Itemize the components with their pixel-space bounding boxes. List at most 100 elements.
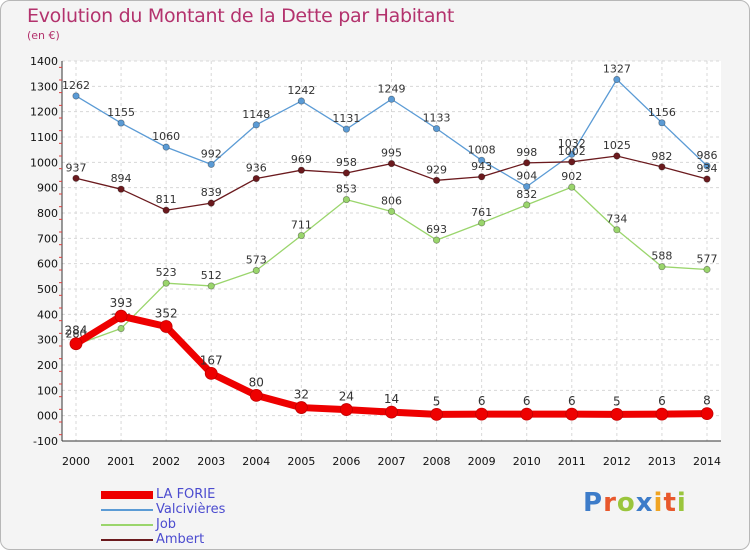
data-point [613,75,621,84]
data-point [700,407,714,421]
data-point [297,166,305,174]
data-point [117,119,125,127]
x-tick-label: 2011 [558,455,586,468]
legend-swatch [101,539,153,541]
data-point [703,175,711,183]
data-label: 806 [381,194,402,207]
chart-title: Evolution du Montant de la Dette par Hab… [27,5,455,27]
data-label: 934 [697,162,718,175]
data-point [385,405,398,419]
data-point [432,125,441,133]
data-point [613,152,621,160]
legend-item: LA FORIE [101,487,321,502]
data-point [72,92,80,100]
data-point [252,121,260,129]
y-tick-label: 1100 [30,131,58,144]
data-point [703,162,711,170]
data-label: 393 [110,296,133,310]
data-label: 573 [246,254,267,267]
x-tick-label: 2006 [332,455,360,468]
data-label: 352 [155,306,178,320]
data-label: 32 [294,388,309,402]
data-point [252,174,260,183]
data-point [69,337,83,351]
logo-letter: t [663,488,677,518]
data-point [568,150,576,158]
data-point [72,174,80,182]
data-label: 1060 [152,130,180,143]
y-tick-label: 900 [37,182,58,195]
data-label: 1008 [468,143,496,156]
data-label: 839 [201,186,222,199]
x-tick-label: 2009 [468,455,496,468]
y-tick-label: 1300 [30,80,58,93]
data-label: 761 [471,206,492,219]
data-point [387,95,396,103]
data-point [613,226,621,234]
data-label: 853 [336,183,357,196]
data-label: 6 [568,394,576,408]
legend-label: LA FORIE [156,487,216,502]
data-label: 1148 [242,108,270,121]
data-point [565,407,579,421]
x-tick-label: 2005 [287,455,315,468]
data-point [294,401,308,414]
data-label: 6 [658,394,666,408]
data-label: 982 [651,150,672,163]
data-point [478,156,486,164]
data-label: 80 [249,375,264,389]
data-point [162,279,170,287]
logo-letter: P [583,488,604,518]
y-tick-label: 300 [37,334,58,347]
logo-letter: i [676,488,687,518]
x-tick-label: 2002 [152,455,180,468]
data-label: 693 [426,223,447,236]
data-point [523,183,531,191]
data-label: 711 [291,219,312,232]
y-tick-label: 1200 [30,106,58,119]
data-point [249,388,263,402]
data-point [204,366,218,380]
data-point [387,160,396,168]
data-point [117,185,125,193]
data-point [297,231,305,240]
x-tick-label: 2013 [648,455,676,468]
legend-item: Ambert [101,532,321,547]
data-point [207,199,215,207]
data-label: 512 [201,269,222,282]
y-tick-label: 1400 [30,55,58,68]
series-ambert: 937 894 811 839 936 969 958 995 929 943 998 1002 102… [66,139,718,214]
x-tick-label: 2003 [197,455,225,468]
data-label: 577 [697,252,718,265]
data-point [658,119,666,127]
legend-label: Ambert [156,532,205,547]
logo-letter: o [616,488,636,518]
legend-label: Job [156,517,177,532]
y-tick-label: 100 [37,384,58,397]
data-label: 588 [651,250,672,263]
data-label: 14 [384,392,399,406]
y-tick-label: 500 [37,283,58,296]
data-point [342,195,351,204]
data-label: 1032 [558,137,586,150]
data-point [475,407,489,421]
data-point [114,309,128,323]
data-point [432,236,441,244]
data-label: 6 [523,394,531,408]
data-label: 1242 [287,84,315,97]
data-label: 1025 [603,139,631,152]
legend-swatch [101,491,153,499]
data-label: 1156 [648,106,676,119]
data-label: 902 [561,170,582,183]
data-point [430,407,443,421]
data-label: 1327 [603,62,631,75]
data-label: 1133 [423,112,451,125]
series-la-forie: 284 393 352 167 80 32 24 14 5 6 6 6 5 6 8 [65,296,714,421]
data-label: 894 [111,172,132,185]
data-label: 1131 [332,112,360,125]
data-point [568,183,576,191]
y-tick-label: 700 [37,232,58,245]
logo-letter: x [635,488,654,518]
legend-swatch [101,524,153,526]
